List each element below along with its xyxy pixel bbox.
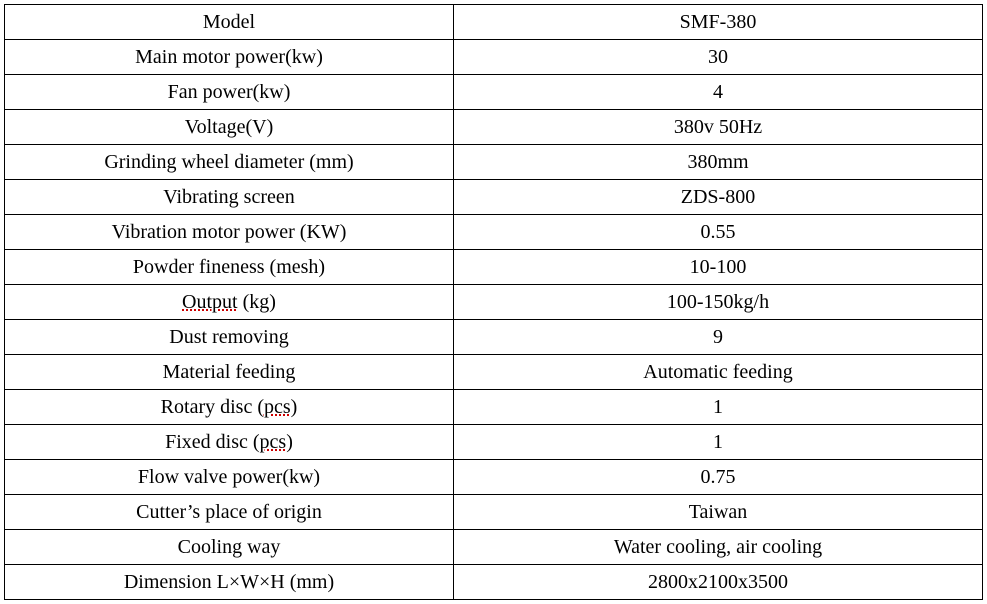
table-row: Fan power(kw) 4 — [5, 75, 983, 110]
spec-value: Water cooling, air cooling — [454, 530, 983, 565]
spec-value: Automatic feeding — [454, 355, 983, 390]
underlined-word: pcs — [264, 396, 291, 418]
table-row: Rotary disc (pcs) 1 — [5, 390, 983, 425]
table-row: Cutter’s place of origin Taiwan — [5, 495, 983, 530]
spec-label: Vibration motor power (KW) — [5, 215, 454, 250]
table-row: Voltage(V) 380v 50Hz — [5, 110, 983, 145]
table-row: Vibrating screen ZDS-800 — [5, 180, 983, 215]
table-row: Grinding wheel diameter (mm) 380mm — [5, 145, 983, 180]
underlined-word: Output — [182, 291, 238, 313]
spec-value: ZDS-800 — [454, 180, 983, 215]
underlined-word: pcs — [260, 431, 287, 453]
spec-label: Cooling way — [5, 530, 454, 565]
spec-label: Dust removing — [5, 320, 454, 355]
spec-value: 0.55 — [454, 215, 983, 250]
spec-label: Flow valve power(kw) — [5, 460, 454, 495]
spec-label: Output (kg) — [5, 285, 454, 320]
spec-label: Cutter’s place of origin — [5, 495, 454, 530]
spec-label: Dimension L×W×H (mm) — [5, 565, 454, 600]
spec-label: Fixed disc (pcs) — [5, 425, 454, 460]
spec-label: Fan power(kw) — [5, 75, 454, 110]
table-row: Vibration motor power (KW) 0.55 — [5, 215, 983, 250]
table-row: Dimension L×W×H (mm) 2800x2100x3500 — [5, 565, 983, 600]
table-row: Main motor power(kw) 30 — [5, 40, 983, 75]
spec-value: 100-150kg/h — [454, 285, 983, 320]
table-row: Fixed disc (pcs) 1 — [5, 425, 983, 460]
spec-value: SMF-380 — [454, 5, 983, 40]
spec-value: 4 — [454, 75, 983, 110]
spec-value: 10-100 — [454, 250, 983, 285]
spec-label: Main motor power(kw) — [5, 40, 454, 75]
spec-value: 1 — [454, 425, 983, 460]
spec-value: 380v 50Hz — [454, 110, 983, 145]
spec-label: Powder fineness (mesh) — [5, 250, 454, 285]
spec-label: Rotary disc (pcs) — [5, 390, 454, 425]
spec-value: 380mm — [454, 145, 983, 180]
spec-table: Model SMF-380 Main motor power(kw) 30 Fa… — [4, 4, 983, 600]
table-row: Dust removing 9 — [5, 320, 983, 355]
spec-value: Taiwan — [454, 495, 983, 530]
spec-value: 30 — [454, 40, 983, 75]
spec-label: Grinding wheel diameter (mm) — [5, 145, 454, 180]
spec-label: Vibrating screen — [5, 180, 454, 215]
spec-label: Voltage(V) — [5, 110, 454, 145]
spec-value: 1 — [454, 390, 983, 425]
table-row: Flow valve power(kw) 0.75 — [5, 460, 983, 495]
spec-value: 2800x2100x3500 — [454, 565, 983, 600]
spec-value: 9 — [454, 320, 983, 355]
table-row: Model SMF-380 — [5, 5, 983, 40]
table-row: Cooling way Water cooling, air cooling — [5, 530, 983, 565]
spec-value: 0.75 — [454, 460, 983, 495]
spec-label: Material feeding — [5, 355, 454, 390]
table-row: Output (kg) 100-150kg/h — [5, 285, 983, 320]
table-row: Material feeding Automatic feeding — [5, 355, 983, 390]
spec-label: Model — [5, 5, 454, 40]
table-row: Powder fineness (mesh) 10-100 — [5, 250, 983, 285]
